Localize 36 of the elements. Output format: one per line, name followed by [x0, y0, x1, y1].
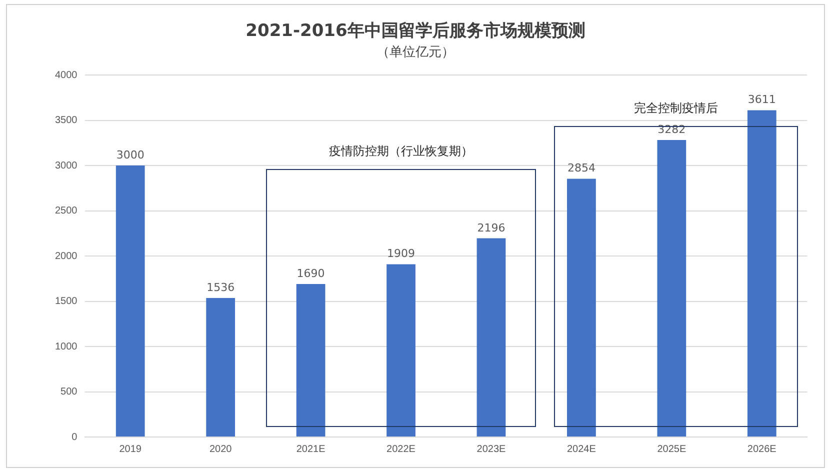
bar	[747, 110, 776, 436]
y-tick-label: 1000	[54, 341, 78, 352]
x-tick-label: 2020	[209, 444, 232, 455]
bar	[657, 140, 686, 436]
bar	[296, 284, 326, 436]
data-label: 3000	[116, 148, 144, 162]
y-tick-label: 1500	[54, 296, 78, 307]
y-tick-label: 500	[60, 386, 78, 398]
data-label: 2196	[477, 221, 506, 234]
data-label: 1690	[296, 267, 325, 280]
bar	[386, 264, 416, 436]
annotation: 完全控制疫情后	[634, 100, 718, 115]
x-tick-label: 2019	[119, 444, 142, 455]
data-label: 2854	[567, 162, 596, 175]
x-tick-label: 2023E	[476, 444, 506, 455]
bar	[476, 238, 506, 436]
y-tick-label: 2000	[54, 250, 78, 262]
bar	[116, 166, 145, 436]
x-tick-label: 2025E	[657, 444, 686, 455]
y-tick-label: 4000	[54, 70, 78, 81]
x-tick-label: 2022E	[386, 444, 416, 455]
bar	[206, 298, 236, 436]
x-tick-label: 2026E	[747, 444, 777, 455]
bar	[567, 178, 596, 436]
y-tick-label: 0	[72, 432, 78, 443]
chart-title: 2021-2016年中国留学后服务市场规模预测	[244, 20, 586, 42]
x-tick-label: 2021E	[296, 444, 326, 455]
data-label: 1536	[206, 280, 235, 294]
y-tick-label: 3500	[54, 115, 78, 126]
data-label: 3611	[748, 93, 776, 106]
data-label: 1909	[387, 247, 416, 260]
y-tick-label: 3000	[54, 160, 78, 172]
annotation: 疫情防控期（行业恢复期）	[328, 143, 474, 160]
chart-subtitle: （单位亿元）	[376, 44, 456, 61]
x-tick-label: 2024E	[566, 444, 596, 455]
y-tick-label: 2500	[54, 206, 78, 216]
